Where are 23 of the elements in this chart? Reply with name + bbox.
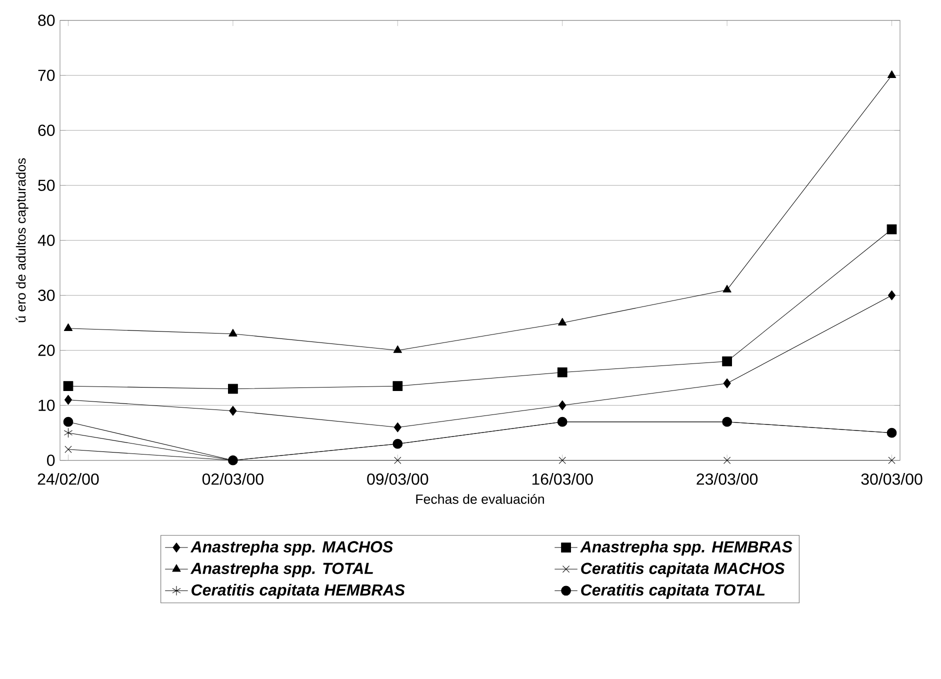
y-tick-label: 20: [38, 344, 55, 356]
legend-label: Anastrepha spp. HEMBRAS: [580, 540, 792, 556]
legend-label: Ceratitis capitata TOTAL: [581, 584, 765, 599]
legend-label: Anastrepha spp. TOTAL: [190, 562, 373, 578]
y-tick-label: 70: [38, 70, 55, 81]
y-tick-label: 60: [38, 124, 55, 136]
x-tick-label: 02/03/00: [202, 473, 264, 485]
y-tick-label: 40: [38, 234, 55, 246]
legend-label: Ceratitis capitata MACHOS: [581, 562, 785, 578]
y-axis-title: ú ero de adultos capturados: [16, 158, 28, 322]
y-tick-label: 30: [38, 290, 55, 301]
x-axis-title: Fechas de evaluación: [416, 494, 544, 504]
x-tick-label: 09/03/00: [367, 473, 428, 485]
x-tick-label: 16/03/00: [532, 473, 593, 485]
legend-label: Ceratitis capitata HEMBRAS: [192, 584, 405, 599]
y-tick-label: 80: [38, 14, 55, 26]
y-tick-label: 50: [38, 180, 55, 191]
x-tick-label: 24/02/00: [38, 473, 99, 485]
x-tick-label: 30/03/00: [861, 473, 922, 485]
y-tick-label: 10: [38, 400, 55, 411]
legend-label: Anastrepha spp. MACHOS: [190, 540, 393, 556]
x-tick-label: 23/03/00: [696, 473, 758, 485]
y-tick-label: 0: [47, 454, 55, 466]
